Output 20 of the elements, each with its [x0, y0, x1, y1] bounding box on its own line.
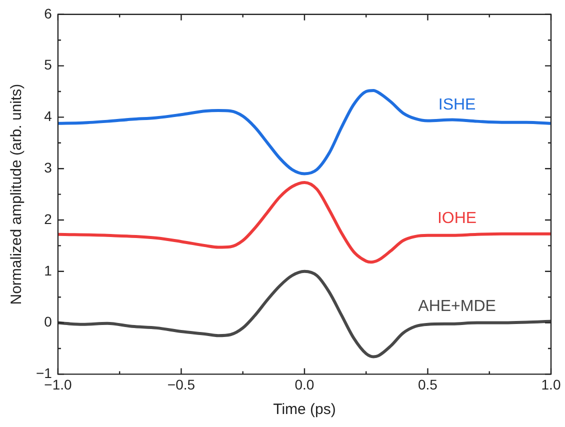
line-series — [58, 270, 551, 358]
y-tick-label: 1 — [44, 262, 52, 278]
series-label: IOHE — [437, 210, 477, 227]
y-tick-label: −1 — [36, 365, 52, 382]
x-tick-label: 0.5 — [418, 376, 438, 392]
y-tick-label: 0 — [44, 314, 52, 330]
x-tick-label: 0.0 — [294, 376, 314, 392]
x-tick-label: −0.5 — [167, 376, 196, 392]
x-axis-title: Time (ps) — [273, 401, 336, 418]
series-label: ISHE — [438, 96, 476, 114]
x-tick-label: 1.0 — [541, 376, 561, 392]
y-tick-label: 2 — [44, 210, 52, 227]
line-series — [58, 180, 551, 264]
line-series — [58, 88, 551, 176]
y-tick-label: 4 — [44, 108, 52, 124]
series-label: AHE+MDE — [418, 298, 496, 316]
y-tick-label: 5 — [44, 56, 52, 73]
y-tick-label: 3 — [44, 159, 52, 176]
y-axis-title: Normalized amplitude (arb. units) — [8, 84, 26, 305]
y-tick-label: 6 — [44, 5, 52, 22]
